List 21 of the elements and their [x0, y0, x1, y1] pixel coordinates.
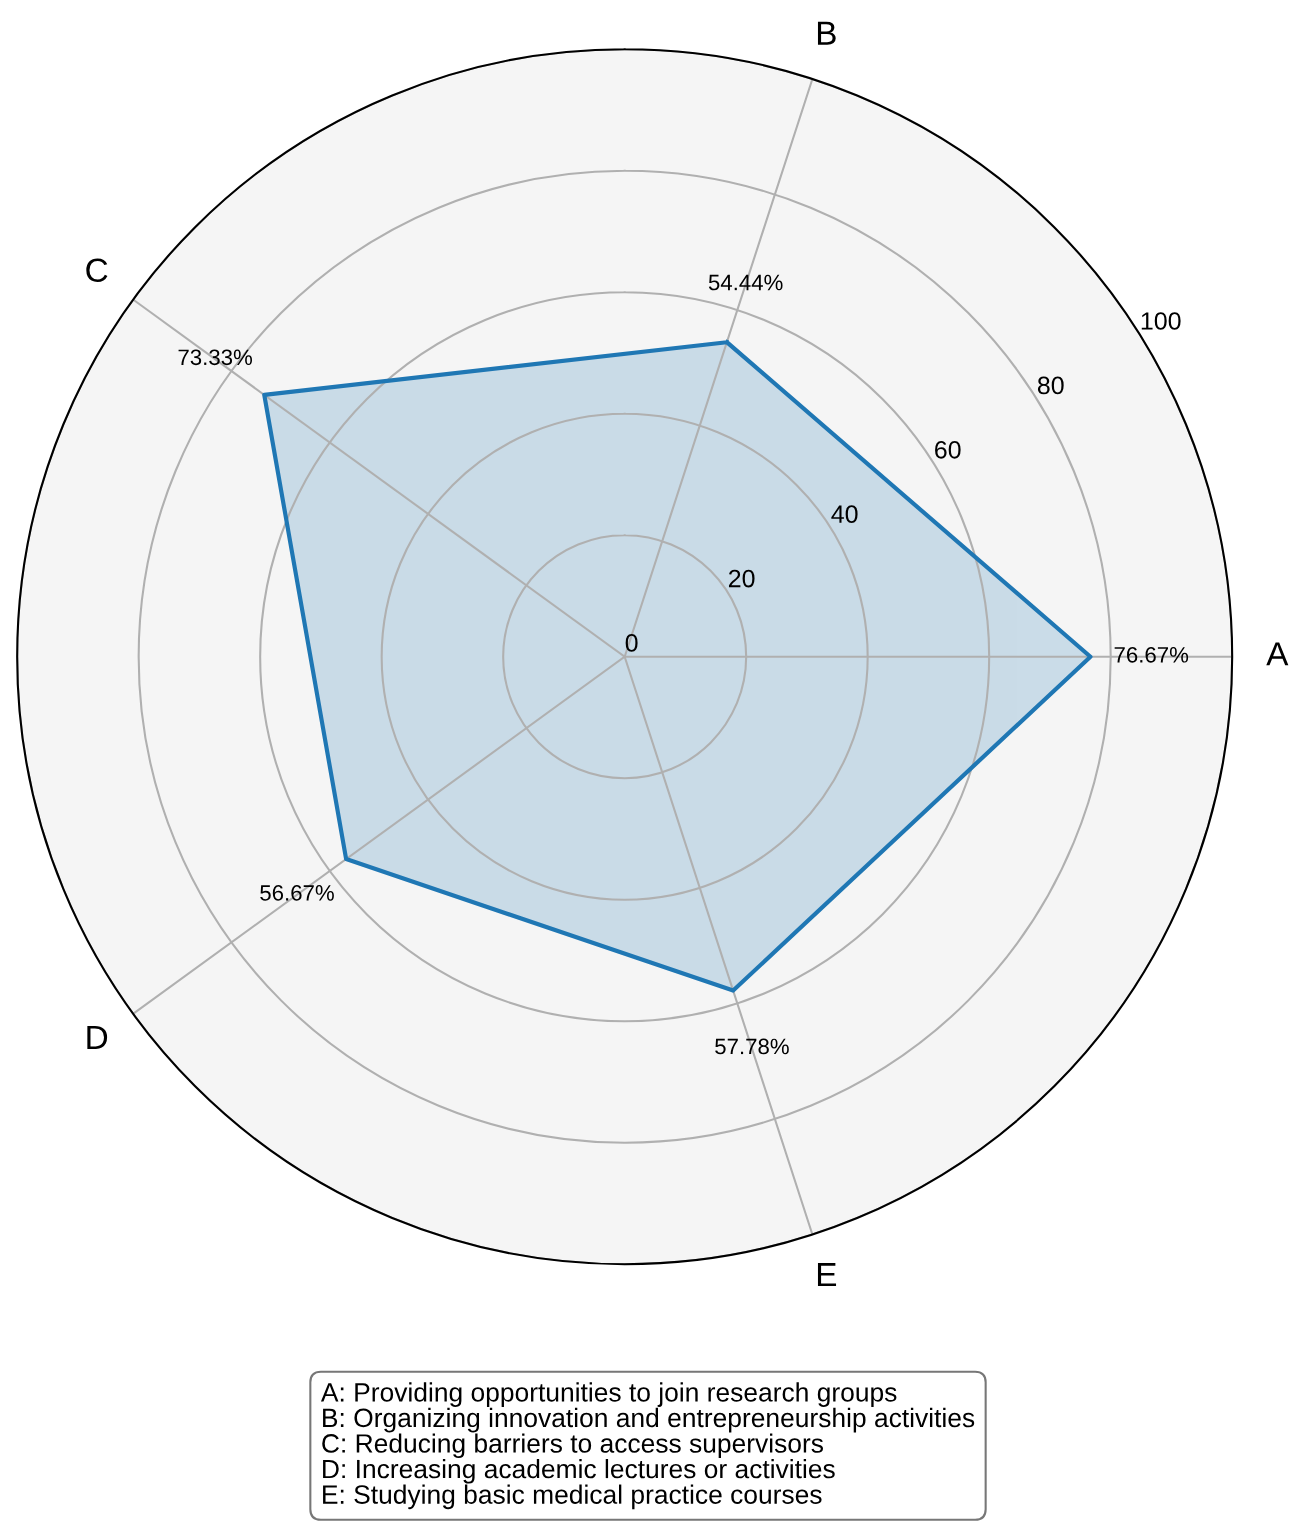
text: A: Providing opportunities to join research groups [320, 1382, 897, 1407]
y-tick-label: 60 [935, 440, 961, 459]
y-tick-label: 20 [728, 569, 755, 588]
y-tick-label: 100 [1141, 312, 1181, 330]
data-label: 76.67% [1114, 646, 1189, 663]
data-label: 57.78% [715, 1038, 789, 1055]
spoke-label: D [87, 1026, 108, 1049]
text: C: Reducing barriers to access supervisors [322, 1433, 823, 1459]
spoke-label: B [817, 21, 836, 45]
text: B: Organizing innovation and entrepreneurship activities [323, 1407, 975, 1433]
spoke-label: E [817, 1263, 837, 1287]
data-label: 73.33% [178, 349, 253, 366]
y-tick-label: 0 [625, 634, 638, 652]
spoke-label: C [86, 258, 108, 283]
text: E: Studying basic medical practice courses [323, 1484, 822, 1510]
data-label: 56.67% [260, 885, 334, 901]
y-tick-label: 40 [831, 505, 858, 524]
data-label: 54.44% [708, 274, 783, 291]
y-tick-label: 80 [1037, 376, 1064, 395]
spoke-label: A [1266, 642, 1289, 666]
text: D: Increasing academic lectures or activities [323, 1458, 835, 1484]
